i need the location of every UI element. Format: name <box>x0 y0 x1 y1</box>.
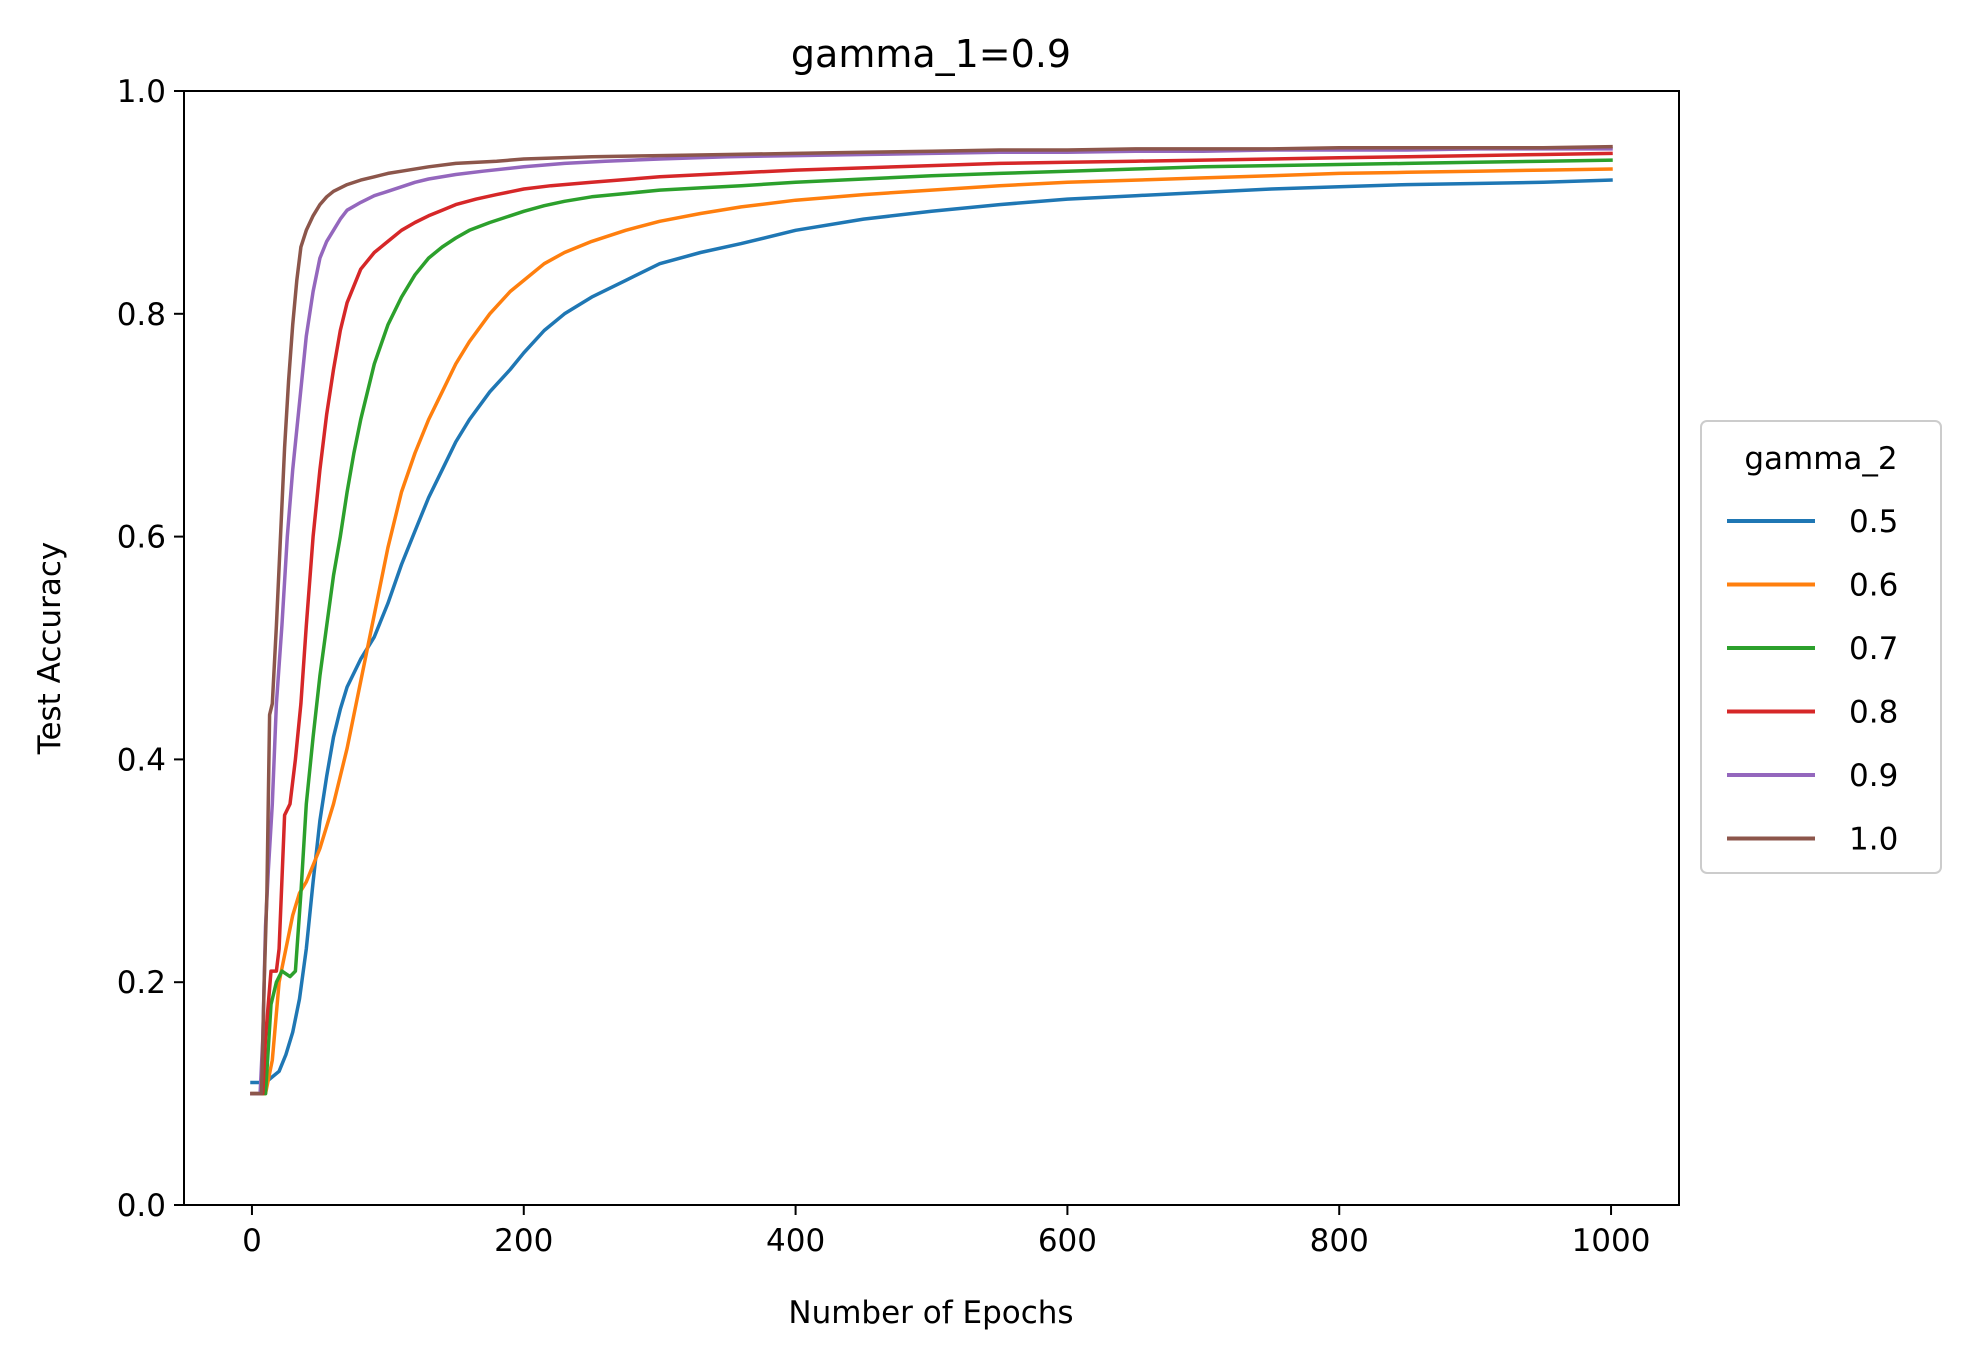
x-tick-label: 200 <box>494 1223 553 1259</box>
y-axis: 0.0 0.2 0.4 0.6 0.8 1.0 <box>117 74 184 1224</box>
legend-box <box>1700 420 1942 874</box>
series-layer <box>250 144 1613 1096</box>
legend-label: 0.9 <box>1849 758 1898 794</box>
x-tick-label: 400 <box>766 1223 825 1259</box>
series-line-0-7 <box>250 158 1613 1096</box>
series-line-0-5 <box>250 178 1613 1085</box>
x-tick-label: 800 <box>1310 1223 1369 1259</box>
plot-frame <box>183 90 1680 1206</box>
y-tick-label: 1.0 <box>117 74 166 110</box>
x-tick-label: 0 <box>242 1223 262 1259</box>
y-axis-label: Test Accuracy <box>32 542 68 755</box>
y-tick-label: 0.0 <box>117 1188 166 1224</box>
y-tick-label: 0.6 <box>117 520 166 556</box>
legend-label: 1.0 <box>1849 822 1898 858</box>
series-line-1-0 <box>250 144 1613 1096</box>
y-tick-label: 0.8 <box>117 297 166 333</box>
y-tick-label: 0.4 <box>117 742 166 778</box>
x-tick-label: 1000 <box>1572 1223 1651 1259</box>
x-axis-label: Number of Epochs <box>788 1295 1073 1331</box>
legend-title: gamma_2 <box>1744 441 1897 477</box>
x-tick-label: 600 <box>1038 1223 1097 1259</box>
x-axis: 0 200 400 600 800 1000 <box>242 1205 1650 1259</box>
legend-items: 0.5 0.6 0.7 0.8 0.9 1.0 <box>1727 504 1898 858</box>
series-line-0-8 <box>250 151 1613 1096</box>
legend-label: 0.7 <box>1849 631 1898 667</box>
chart-title: gamma_1=0.9 <box>791 32 1071 76</box>
legend: gamma_2 0.5 0.6 0.7 0.8 0.9 1.0 <box>1700 420 1942 874</box>
series-line-0-9 <box>250 147 1613 1096</box>
y-tick-label: 0.2 <box>117 965 166 1001</box>
legend-label: 0.8 <box>1849 695 1898 731</box>
legend-label: 0.6 <box>1849 568 1898 604</box>
series-line-0-6 <box>250 167 1613 1096</box>
legend-label: 0.5 <box>1849 504 1898 540</box>
